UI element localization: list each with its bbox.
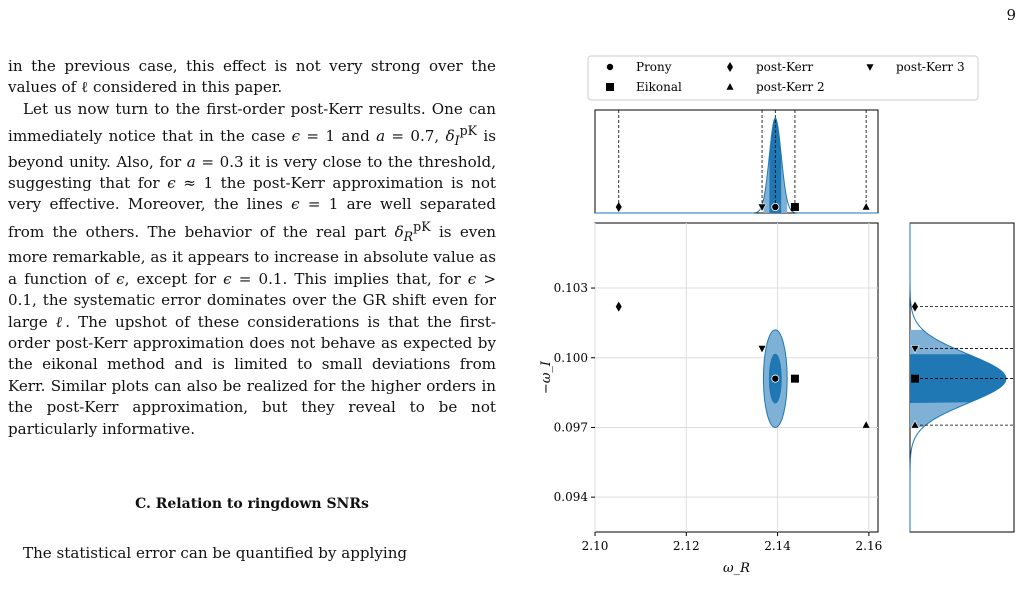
paragraph-continued: in the previous case, this effect is not… (8, 57, 496, 97)
section-heading: C. Relation to ringdown SNRs (135, 496, 369, 512)
legend-post-kerr-marker (727, 62, 733, 72)
legend-prony-label: Prony (636, 60, 672, 74)
post-kerr-3-right-marker (910, 345, 920, 354)
paragraph-post-kerr: Let us now turn to the first-order post-… (8, 99, 497, 438)
text-column: in the previous case, this effect is not… (8, 56, 496, 565)
paragraph-snr: The statistical error can be quantified … (23, 544, 408, 563)
post-kerr-right-marker (912, 301, 918, 312)
legend-prony-marker (606, 62, 615, 71)
post-kerr-point (615, 301, 622, 312)
figure: Prony post-Kerr post-Kerr 3 Eikonal post-Ker… (539, 50, 1020, 601)
y-tick-label: 0.097 (554, 420, 588, 434)
y-tick-label: 0.094 (554, 490, 589, 504)
omega-r-marginal (595, 117, 878, 214)
prony-top-marker (771, 202, 780, 211)
prony-point (771, 374, 780, 383)
grid-lines (594, 223, 878, 532)
post-kerr-3-top-marker (757, 203, 767, 213)
legend-post-kerr-3-label: post-Kerr 3 (896, 60, 965, 74)
axis-ticks: 2.10 2.12 2.14 2.16 0.094 0.097 0.100 0.103 (554, 281, 883, 553)
x-tick-label: 2.14 (764, 539, 791, 553)
post-kerr-2-top-marker (861, 201, 871, 211)
y-tick-label: 0.100 (554, 351, 588, 365)
post-kerr-2-right-marker (910, 419, 920, 429)
legend-post-kerr-label: post-Kerr (756, 60, 813, 74)
legend-post-kerr-2-marker (725, 81, 735, 91)
x-tick-label: 2.12 (673, 539, 700, 553)
post-kerr-top-marker (615, 202, 622, 212)
eikonal-right-marker (911, 374, 919, 383)
top-density-curve (595, 117, 878, 214)
y-tick-label: 0.103 (554, 281, 588, 295)
y-axis-label: −ω_I (540, 360, 554, 394)
top-marginal-panel (594, 109, 879, 214)
post-kerr-3-point (757, 345, 767, 354)
legend: Prony post-Kerr post-Kerr 3 Eikonal post-Ker… (587, 55, 979, 101)
post-kerr-2-point (861, 419, 871, 429)
x-tick-label: 2.16 (856, 539, 883, 553)
legend-post-kerr-2-label: post-Kerr 2 (756, 80, 825, 94)
right-density-curve (909, 223, 1007, 532)
qnm-posterior-plot: Prony post-Kerr post-Kerr 3 Eikonal post-Ker… (539, 55, 1015, 576)
legend-eikonal-label: Eikonal (636, 80, 682, 94)
x-axis-label: ω_R (723, 561, 750, 576)
page-number: 9 (1006, 6, 1016, 24)
legend-frame (587, 55, 979, 101)
eikonal-top-marker (790, 203, 799, 211)
main-panel (594, 222, 879, 533)
frequency-markers (615, 110, 1014, 429)
x-tick-label: 2.10 (582, 539, 609, 553)
legend-eikonal-marker (606, 83, 614, 91)
eikonal-point (790, 374, 799, 383)
legend-post-kerr-3-marker (865, 63, 875, 73)
omega-i-marginal (909, 223, 1007, 532)
